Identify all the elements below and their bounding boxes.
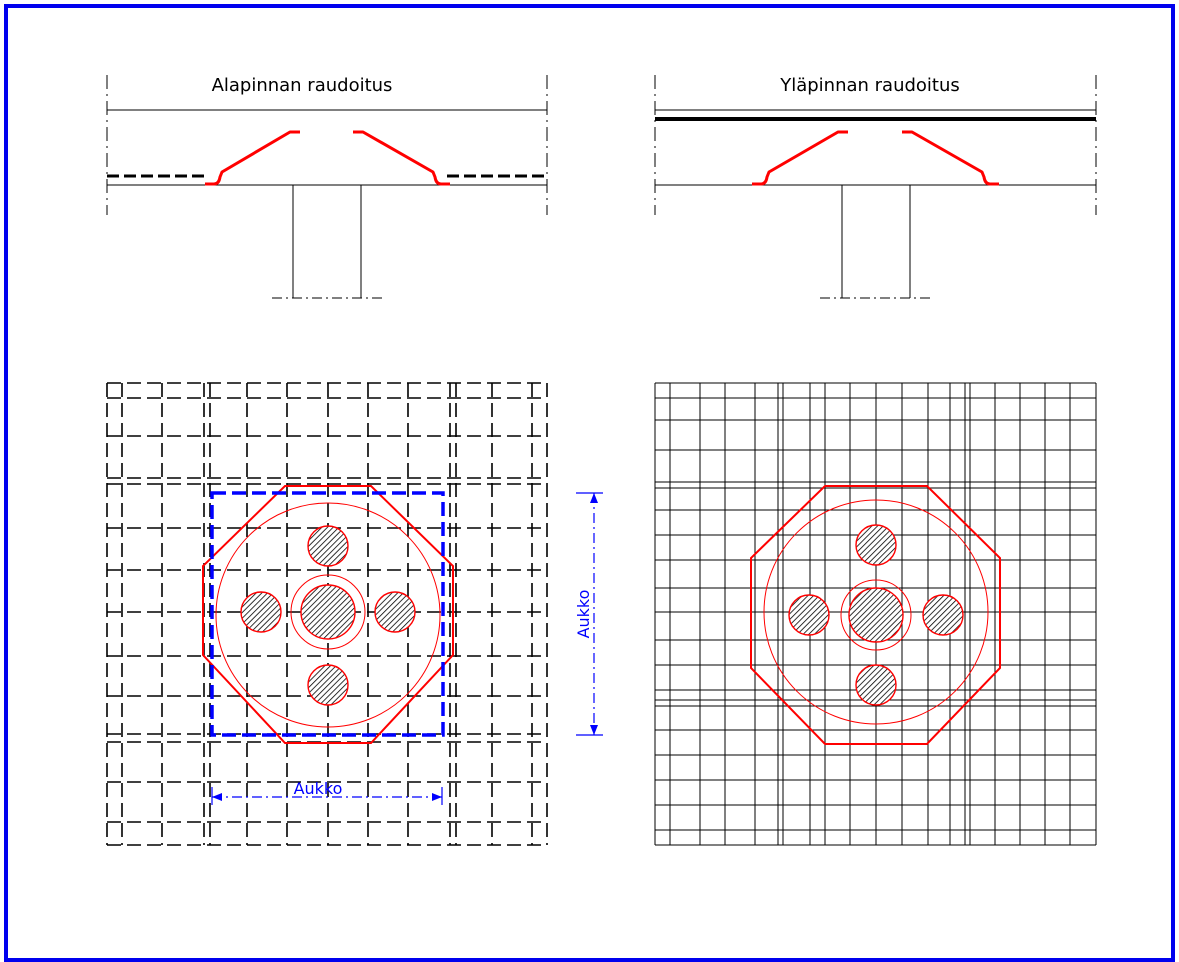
section-bottom-reinforcement: Alapinnan raudoitus	[106, 75, 548, 299]
drawing-frame	[4, 4, 1175, 962]
dimension-vertical: Aukko	[574, 492, 603, 736]
punching-reinforcement-top	[750, 485, 1001, 745]
slab-outline	[106, 75, 548, 299]
opening-outline	[210, 491, 445, 737]
column-bars	[240, 525, 416, 706]
punching-reinforcement	[202, 485, 454, 744]
dimension-label-vertical: Aukko	[574, 590, 593, 639]
dimension-label-horizontal: Aukko	[294, 779, 343, 798]
plan-bottom-mesh	[106, 382, 548, 846]
dimension-horizontal: Aukko	[211, 779, 443, 805]
bent-bars-top	[752, 130, 999, 186]
bent-up-bars	[205, 130, 450, 186]
section-top-reinforcement: Yläpinnan raudoitus	[654, 75, 1097, 299]
title-top-reinforcement: Yläpinnan raudoitus	[779, 75, 960, 96]
column-bars-top	[788, 524, 964, 706]
title-bottom-reinforcement: Alapinnan raudoitus	[212, 75, 393, 96]
slab-outline-top	[654, 75, 1097, 299]
plan-top-mesh	[654, 382, 1097, 846]
